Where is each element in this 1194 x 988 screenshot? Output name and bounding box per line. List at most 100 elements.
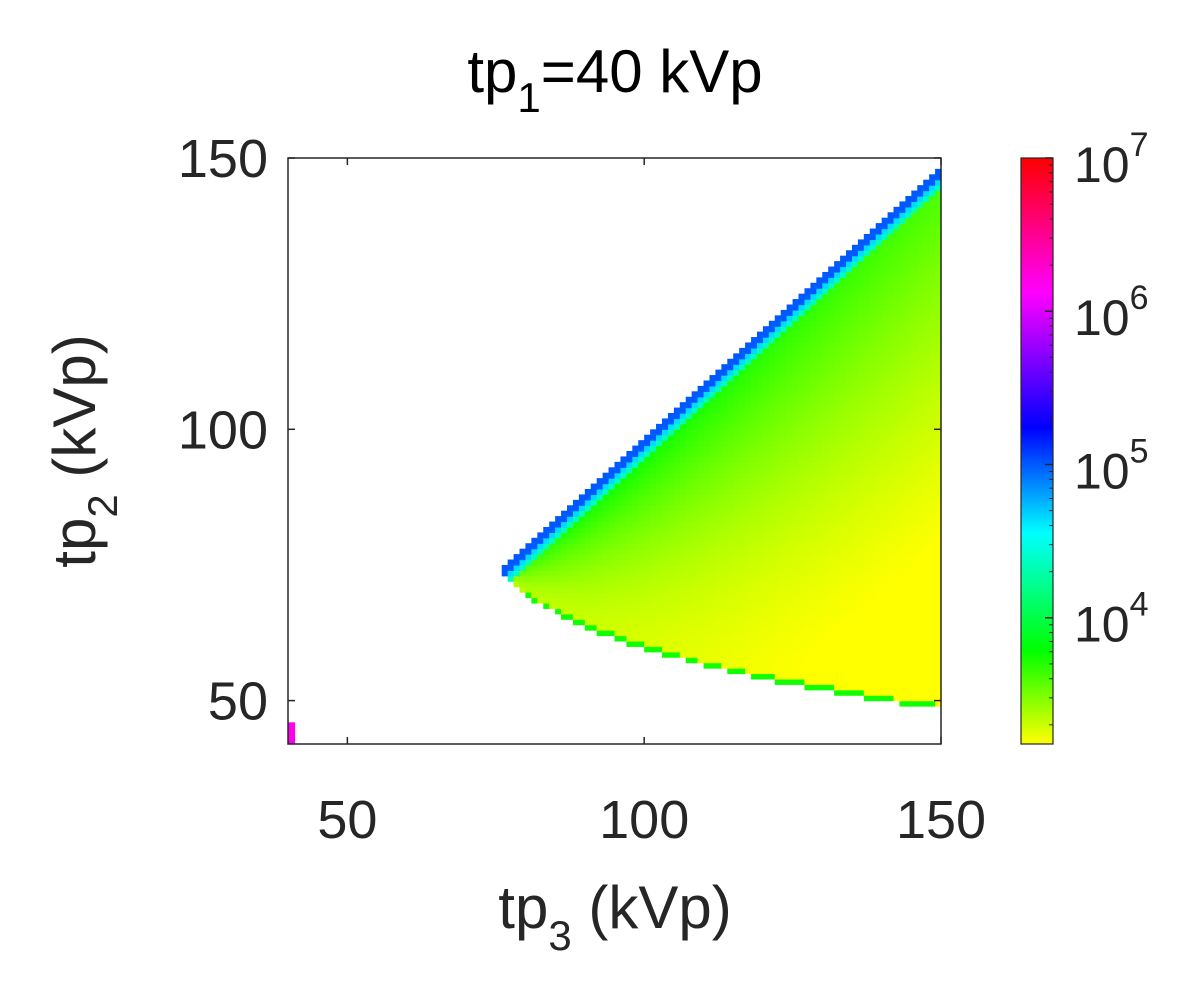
heatmap-cell: [875, 440, 883, 447]
heatmap-cell: [804, 575, 811, 582]
heatmap-cell: [780, 418, 788, 425]
heatmap-cell: [762, 608, 770, 615]
heatmap-cell: [887, 651, 895, 658]
heatmap-cell: [614, 516, 622, 523]
heatmap-cell: [917, 206, 924, 213]
heatmap-cell: [786, 396, 794, 403]
heatmap-cell: [745, 619, 752, 626]
heatmap-cell: [846, 451, 853, 458]
heatmap-cell: [697, 499, 705, 506]
heatmap-cell: [745, 342, 752, 349]
heatmap-cell: [881, 461, 889, 468]
heatmap-cell: [549, 521, 556, 528]
heatmap-cell: [935, 635, 942, 642]
heatmap-cell: [828, 521, 835, 528]
heatmap-cell: [798, 564, 806, 571]
heatmap-cell: [923, 244, 930, 251]
heatmap-cell: [756, 494, 764, 501]
heatmap-cell: [632, 575, 639, 582]
heatmap-cell: [810, 445, 817, 452]
heatmap-cell: [881, 271, 889, 278]
heatmap-cell: [857, 510, 865, 517]
heatmap-cell: [851, 494, 859, 501]
heatmap-cell: [899, 640, 906, 647]
heatmap-cell: [905, 250, 912, 257]
heatmap-cell: [893, 640, 901, 647]
heatmap-cell: [792, 320, 800, 327]
heatmap-cell: [792, 646, 800, 653]
heatmap-cell: [721, 526, 728, 533]
heatmap-cell: [685, 396, 693, 403]
heatmap-cell: [846, 440, 853, 447]
heatmap-cell: [923, 564, 930, 571]
heatmap-cell: [917, 364, 924, 371]
heatmap-cell: [762, 543, 770, 550]
heatmap-cell: [851, 391, 859, 398]
heatmap-cell: [792, 575, 800, 582]
heatmap-cell: [703, 461, 711, 468]
heatmap-cell: [739, 570, 746, 577]
heatmap-cell: [614, 472, 622, 479]
heatmap-cell: [733, 657, 740, 664]
heatmap-cell: [745, 358, 752, 365]
heatmap-cell: [887, 619, 895, 626]
heatmap-cell: [679, 640, 687, 647]
heatmap-cell: [792, 331, 800, 338]
heatmap-cell: [614, 483, 622, 490]
heatmap-cell: [751, 657, 758, 664]
heatmap-cell: [792, 358, 800, 365]
heatmap-cell: [917, 678, 924, 685]
heatmap-cell: [935, 288, 942, 295]
heatmap-cell: [578, 537, 586, 544]
heatmap-cell: [751, 570, 758, 577]
heatmap-cell: [905, 472, 912, 479]
heatmap-cell: [923, 646, 930, 653]
heatmap-cell: [762, 337, 770, 344]
heatmap-cell: [899, 499, 906, 506]
heatmap-cell: [792, 613, 800, 620]
heatmap-cell: [768, 337, 776, 344]
heatmap-cell: [917, 434, 924, 441]
heatmap-cell: [923, 364, 930, 371]
heatmap-cell: [929, 293, 936, 300]
heatmap-cell: [656, 461, 663, 468]
heatmap-cell: [875, 413, 883, 420]
heatmap-cell: [768, 635, 776, 642]
heatmap-cell: [863, 456, 871, 463]
heatmap-cell: [840, 445, 847, 452]
heatmap-cell: [673, 467, 681, 474]
heatmap-cell: [555, 543, 562, 550]
heatmap-cell: [887, 239, 895, 246]
heatmap-cell: [923, 516, 930, 523]
heatmap-cell: [881, 396, 889, 403]
heatmap-cell: [935, 385, 942, 392]
heatmap-cell: [875, 581, 883, 588]
heatmap-cell: [608, 575, 616, 582]
heatmap-cell: [917, 597, 924, 604]
heatmap-cell: [857, 619, 865, 626]
heatmap-cell: [531, 564, 538, 571]
heatmap-cell: [935, 185, 942, 192]
heatmap-cell: [739, 418, 746, 425]
heatmap-cell: [703, 451, 711, 458]
heatmap-cell: [786, 581, 794, 588]
heatmap-cell: [798, 353, 806, 360]
heatmap-cell: [869, 429, 877, 436]
heatmap-cell: [762, 456, 770, 463]
heatmap-cell: [656, 613, 663, 620]
heatmap-cell: [774, 554, 782, 561]
heatmap-cell: [792, 619, 800, 626]
heatmap-cell: [804, 326, 811, 333]
heatmap-cell: [929, 483, 936, 490]
heatmap-cell: [661, 418, 669, 425]
heatmap-cell: [822, 602, 829, 609]
heatmap-cell: [911, 380, 918, 387]
heatmap-cell: [762, 358, 770, 365]
heatmap-cell: [816, 461, 823, 468]
heatmap-cell: [656, 472, 663, 479]
heatmap-cell: [881, 543, 889, 550]
heatmap-cell: [929, 445, 936, 452]
heatmap-cell: [881, 521, 889, 528]
heatmap-cell: [857, 304, 865, 311]
heatmap-cell: [875, 358, 883, 365]
